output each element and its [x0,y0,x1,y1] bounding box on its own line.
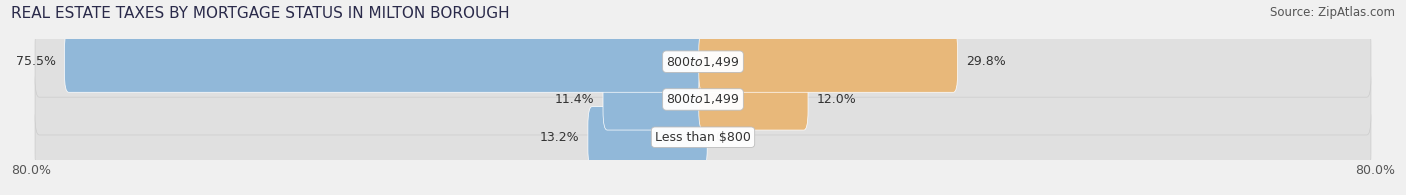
Text: 29.8%: 29.8% [966,55,1005,68]
Text: 13.2%: 13.2% [540,131,579,144]
FancyBboxPatch shape [35,26,1371,97]
FancyBboxPatch shape [699,31,957,92]
Text: $800 to $1,499: $800 to $1,499 [666,55,740,69]
FancyBboxPatch shape [603,69,707,130]
Text: Less than $800: Less than $800 [655,131,751,144]
Text: $800 to $1,499: $800 to $1,499 [666,92,740,106]
Text: 12.0%: 12.0% [817,93,856,106]
Text: 0.0%: 0.0% [716,131,748,144]
FancyBboxPatch shape [35,64,1371,135]
FancyBboxPatch shape [65,31,707,92]
FancyBboxPatch shape [699,69,808,130]
FancyBboxPatch shape [588,107,707,168]
Text: REAL ESTATE TAXES BY MORTGAGE STATUS IN MILTON BOROUGH: REAL ESTATE TAXES BY MORTGAGE STATUS IN … [11,6,510,21]
Text: Source: ZipAtlas.com: Source: ZipAtlas.com [1270,6,1395,19]
FancyBboxPatch shape [35,102,1371,173]
Text: 11.4%: 11.4% [555,93,595,106]
Text: 75.5%: 75.5% [15,55,56,68]
